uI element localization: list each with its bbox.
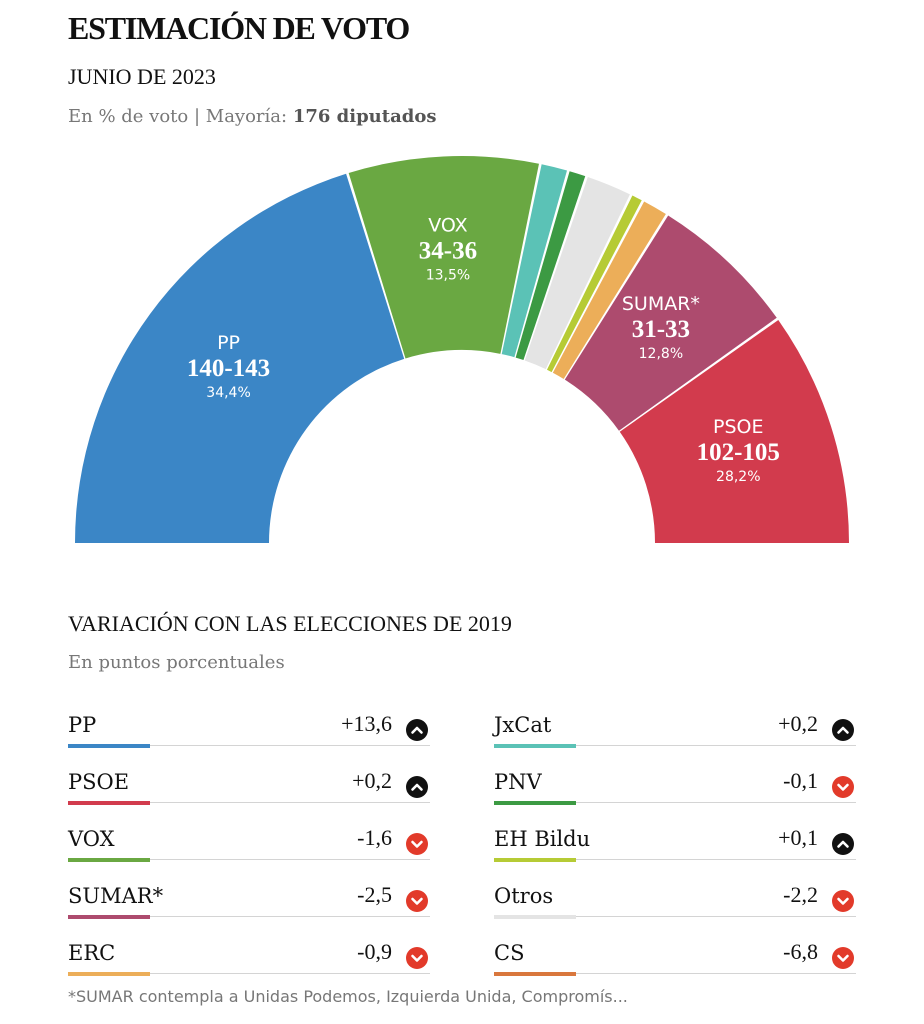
chevron-down-icon [832, 776, 854, 798]
party-color-bar [494, 858, 576, 862]
hemicycle-slice-vox [348, 156, 539, 359]
party-color-bar [68, 801, 150, 805]
party-name: PSOE [68, 770, 130, 794]
hemicycle-label-name-vox: VOX [428, 214, 467, 236]
hemicycle-label-pct-psoe: 28,2% [716, 469, 760, 485]
variation-row-otros: Otros -2,2 [494, 874, 856, 931]
row-divider [68, 859, 430, 860]
page-title: ESTIMACIÓN DE VOTO [68, 10, 410, 46]
chevron-down-icon [832, 947, 854, 969]
row-divider [68, 916, 430, 917]
chart-note: En % de voto | Mayoría: 176 diputados [68, 106, 436, 127]
variation-value: -1,6 [357, 825, 392, 850]
party-name: CS [494, 941, 525, 965]
variation-value: +0,2 [352, 768, 392, 793]
variation-value: -2,2 [783, 882, 818, 907]
chevron-down-icon [406, 890, 428, 912]
hemicycle-label-name-psoe: PSOE [713, 416, 763, 438]
variation-title: VARIACIÓN CON LAS ELECCIONES DE 2019 [68, 611, 512, 636]
party-name: PP [68, 713, 97, 737]
variation-value: -6,8 [783, 939, 818, 964]
party-color-bar [494, 972, 576, 976]
row-divider [494, 859, 856, 860]
party-name: SUMAR* [68, 884, 164, 908]
chevron-down-icon [832, 890, 854, 912]
footnote: *SUMAR contempla a Unidas Podemos, Izqui… [68, 987, 628, 1006]
party-color-bar [68, 972, 150, 976]
row-divider [494, 973, 856, 974]
hemicycle-slice-otros [524, 177, 630, 370]
row-divider [494, 745, 856, 746]
hemicycle-label-pct-sumar: 12,8% [639, 346, 683, 362]
party-color-bar [68, 915, 150, 919]
hemicycle-label-seats-psoe: 102-105 [697, 439, 780, 466]
hemicycle-slice-pp [75, 173, 405, 543]
party-name: JxCat [494, 713, 552, 737]
party-name: ERC [68, 941, 116, 965]
variation-row-pp: PP +13,6 [68, 703, 430, 760]
party-color-bar [494, 915, 576, 919]
party-color-bar [68, 858, 150, 862]
hemicycle-slice-jxcat [501, 164, 567, 358]
majority-seats: 176 diputados [292, 106, 437, 127]
variation-value: -0,9 [357, 939, 392, 964]
variation-row-vox: VOX -1,6 [68, 817, 430, 874]
variation-row-psoe: PSOE +0,2 [68, 760, 430, 817]
hemicycle-slice-eh-bildu [546, 195, 642, 373]
party-color-bar [494, 744, 576, 748]
row-divider [494, 916, 856, 917]
page-subtitle: JUNIO DE 2023 [68, 64, 216, 89]
variation-value: +13,6 [341, 711, 392, 736]
hemicycle-label-seats-vox: 34-36 [419, 237, 477, 264]
hemicycle-slice-pnv [515, 171, 586, 361]
variation-column-right: JxCat +0,2 PNV -0,1 EH Bildu +0,1 Otros -2,2 CS -… [494, 703, 856, 988]
hemicycle-label-name-sumar: SUMAR* [622, 293, 700, 315]
row-divider [68, 802, 430, 803]
variation-column-left: PP +13,6 PSOE +0,2 VOX -1,6 SUMAR* -2,5 ERC -0,9 [68, 703, 430, 988]
party-color-bar [68, 744, 150, 748]
variation-value: -0,1 [783, 768, 818, 793]
variation-row-erc: ERC -0,9 [68, 931, 430, 988]
chevron-up-icon [832, 833, 854, 855]
hemicycle-label-pct-vox: 13,5% [426, 267, 470, 283]
chevron-up-icon [406, 719, 428, 741]
party-name: Otros [494, 884, 554, 908]
variation-row-cs: CS -6,8 [494, 931, 856, 988]
variation-row-sumar: SUMAR* -2,5 [68, 874, 430, 931]
variation-row-pnv: PNV -0,1 [494, 760, 856, 817]
hemicycle-slice-sumar [564, 215, 777, 431]
row-divider [494, 802, 856, 803]
row-divider [68, 973, 430, 974]
chart-note-text: En % de voto | Mayoría: [68, 106, 293, 127]
variation-row-eh-bildu: EH Bildu +0,1 [494, 817, 856, 874]
chevron-up-icon [832, 719, 854, 741]
chevron-down-icon [406, 833, 428, 855]
variation-subtitle: En puntos porcentuales [68, 652, 285, 673]
hemicycle-label-name-pp: PP [217, 332, 240, 354]
hemicycle-label-seats-sumar: 31-33 [632, 316, 690, 343]
hemicycle-label-pct-pp: 34,4% [206, 385, 250, 401]
chevron-down-icon [406, 947, 428, 969]
hemicycle-slice-erc [552, 201, 666, 379]
party-name: EH Bildu [494, 827, 591, 851]
variation-value: +0,2 [778, 711, 818, 736]
party-name: VOX [68, 827, 115, 851]
variation-row-jxcat: JxCat +0,2 [494, 703, 856, 760]
party-name: PNV [494, 770, 542, 794]
party-color-bar [494, 801, 576, 805]
hemicycle-label-seats-pp: 140-143 [187, 355, 270, 382]
variation-value: +0,1 [778, 825, 818, 850]
variation-value: -2,5 [357, 882, 392, 907]
row-divider [68, 745, 430, 746]
chevron-up-icon [406, 776, 428, 798]
hemicycle-slice-psoe [619, 320, 849, 543]
